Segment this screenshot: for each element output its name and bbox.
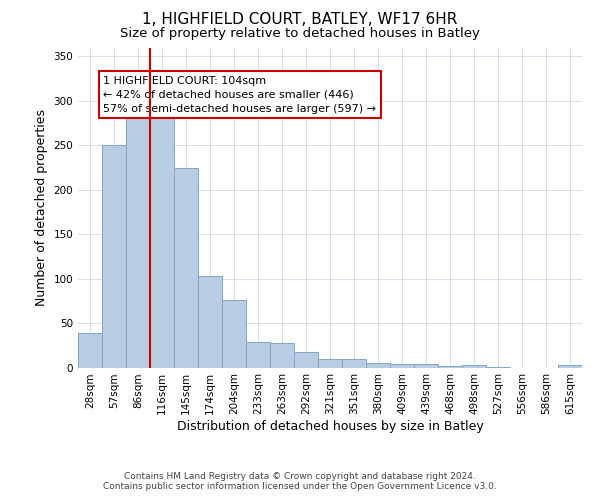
Bar — [318, 358, 342, 368]
Text: 1 HIGHFIELD COURT: 104sqm
← 42% of detached houses are smaller (446)
57% of semi: 1 HIGHFIELD COURT: 104sqm ← 42% of detac… — [103, 76, 376, 114]
X-axis label: Distribution of detached houses by size in Batley: Distribution of detached houses by size … — [176, 420, 484, 433]
Bar — [294, 352, 318, 368]
Bar — [462, 365, 486, 368]
Text: Contains HM Land Registry data © Crown copyright and database right 2024.
Contai: Contains HM Land Registry data © Crown c… — [103, 472, 497, 491]
Bar — [246, 342, 270, 367]
Bar — [150, 109, 174, 368]
Bar — [414, 364, 438, 368]
Bar — [198, 276, 222, 368]
Bar — [342, 358, 366, 368]
Bar — [558, 365, 582, 368]
Bar — [174, 168, 198, 368]
Bar — [126, 109, 150, 368]
Bar — [366, 363, 390, 368]
Text: Size of property relative to detached houses in Batley: Size of property relative to detached ho… — [120, 28, 480, 40]
Bar — [486, 366, 510, 368]
Y-axis label: Number of detached properties: Number of detached properties — [35, 109, 48, 306]
Bar — [222, 300, 246, 368]
Bar — [390, 364, 414, 368]
Bar — [102, 146, 126, 368]
Bar — [78, 333, 102, 368]
Bar — [270, 342, 294, 367]
Text: 1, HIGHFIELD COURT, BATLEY, WF17 6HR: 1, HIGHFIELD COURT, BATLEY, WF17 6HR — [142, 12, 458, 28]
Bar — [438, 366, 462, 368]
